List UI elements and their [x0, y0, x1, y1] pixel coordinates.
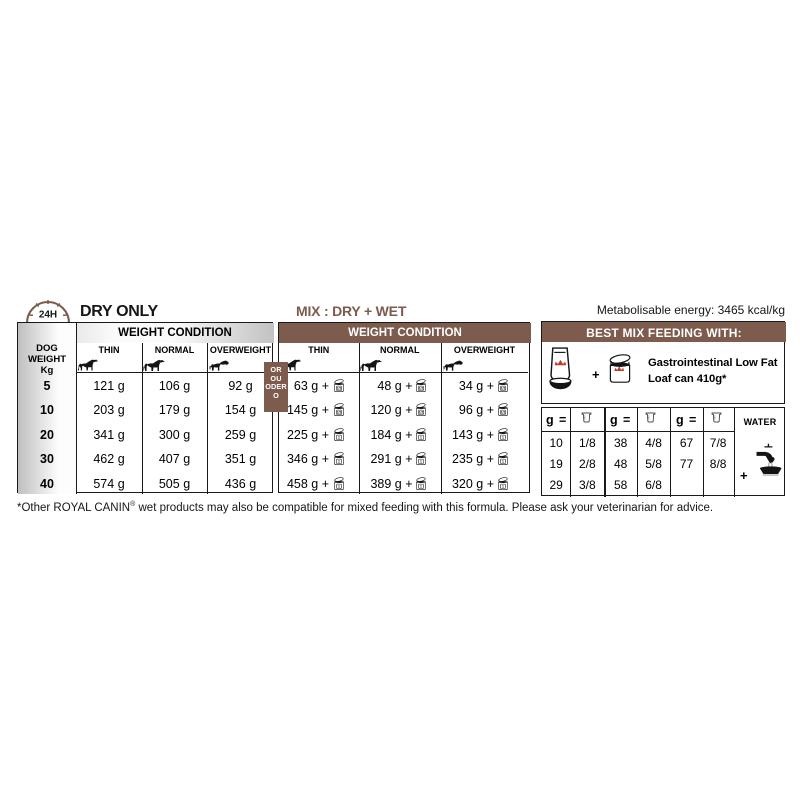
svg-text:1: 1	[420, 484, 422, 488]
svg-text:1/2: 1/2	[418, 411, 423, 415]
svg-text:1: 1	[420, 435, 422, 439]
svg-text:1: 1	[502, 484, 504, 488]
svg-text:1/2: 1/2	[337, 411, 342, 415]
svg-text:1: 1	[338, 484, 340, 488]
svg-text:1: 1	[338, 460, 340, 464]
svg-text:1: 1	[502, 460, 504, 464]
svg-text:24H: 24H	[39, 310, 57, 321]
svg-text:1/2: 1/2	[501, 411, 506, 415]
svg-text:1: 1	[502, 435, 504, 439]
svg-text:1/2: 1/2	[337, 386, 342, 390]
svg-text:1/2: 1/2	[418, 386, 423, 390]
svg-text:1: 1	[338, 435, 340, 439]
svg-text:1: 1	[420, 460, 422, 464]
svg-text:1/2: 1/2	[501, 386, 506, 390]
